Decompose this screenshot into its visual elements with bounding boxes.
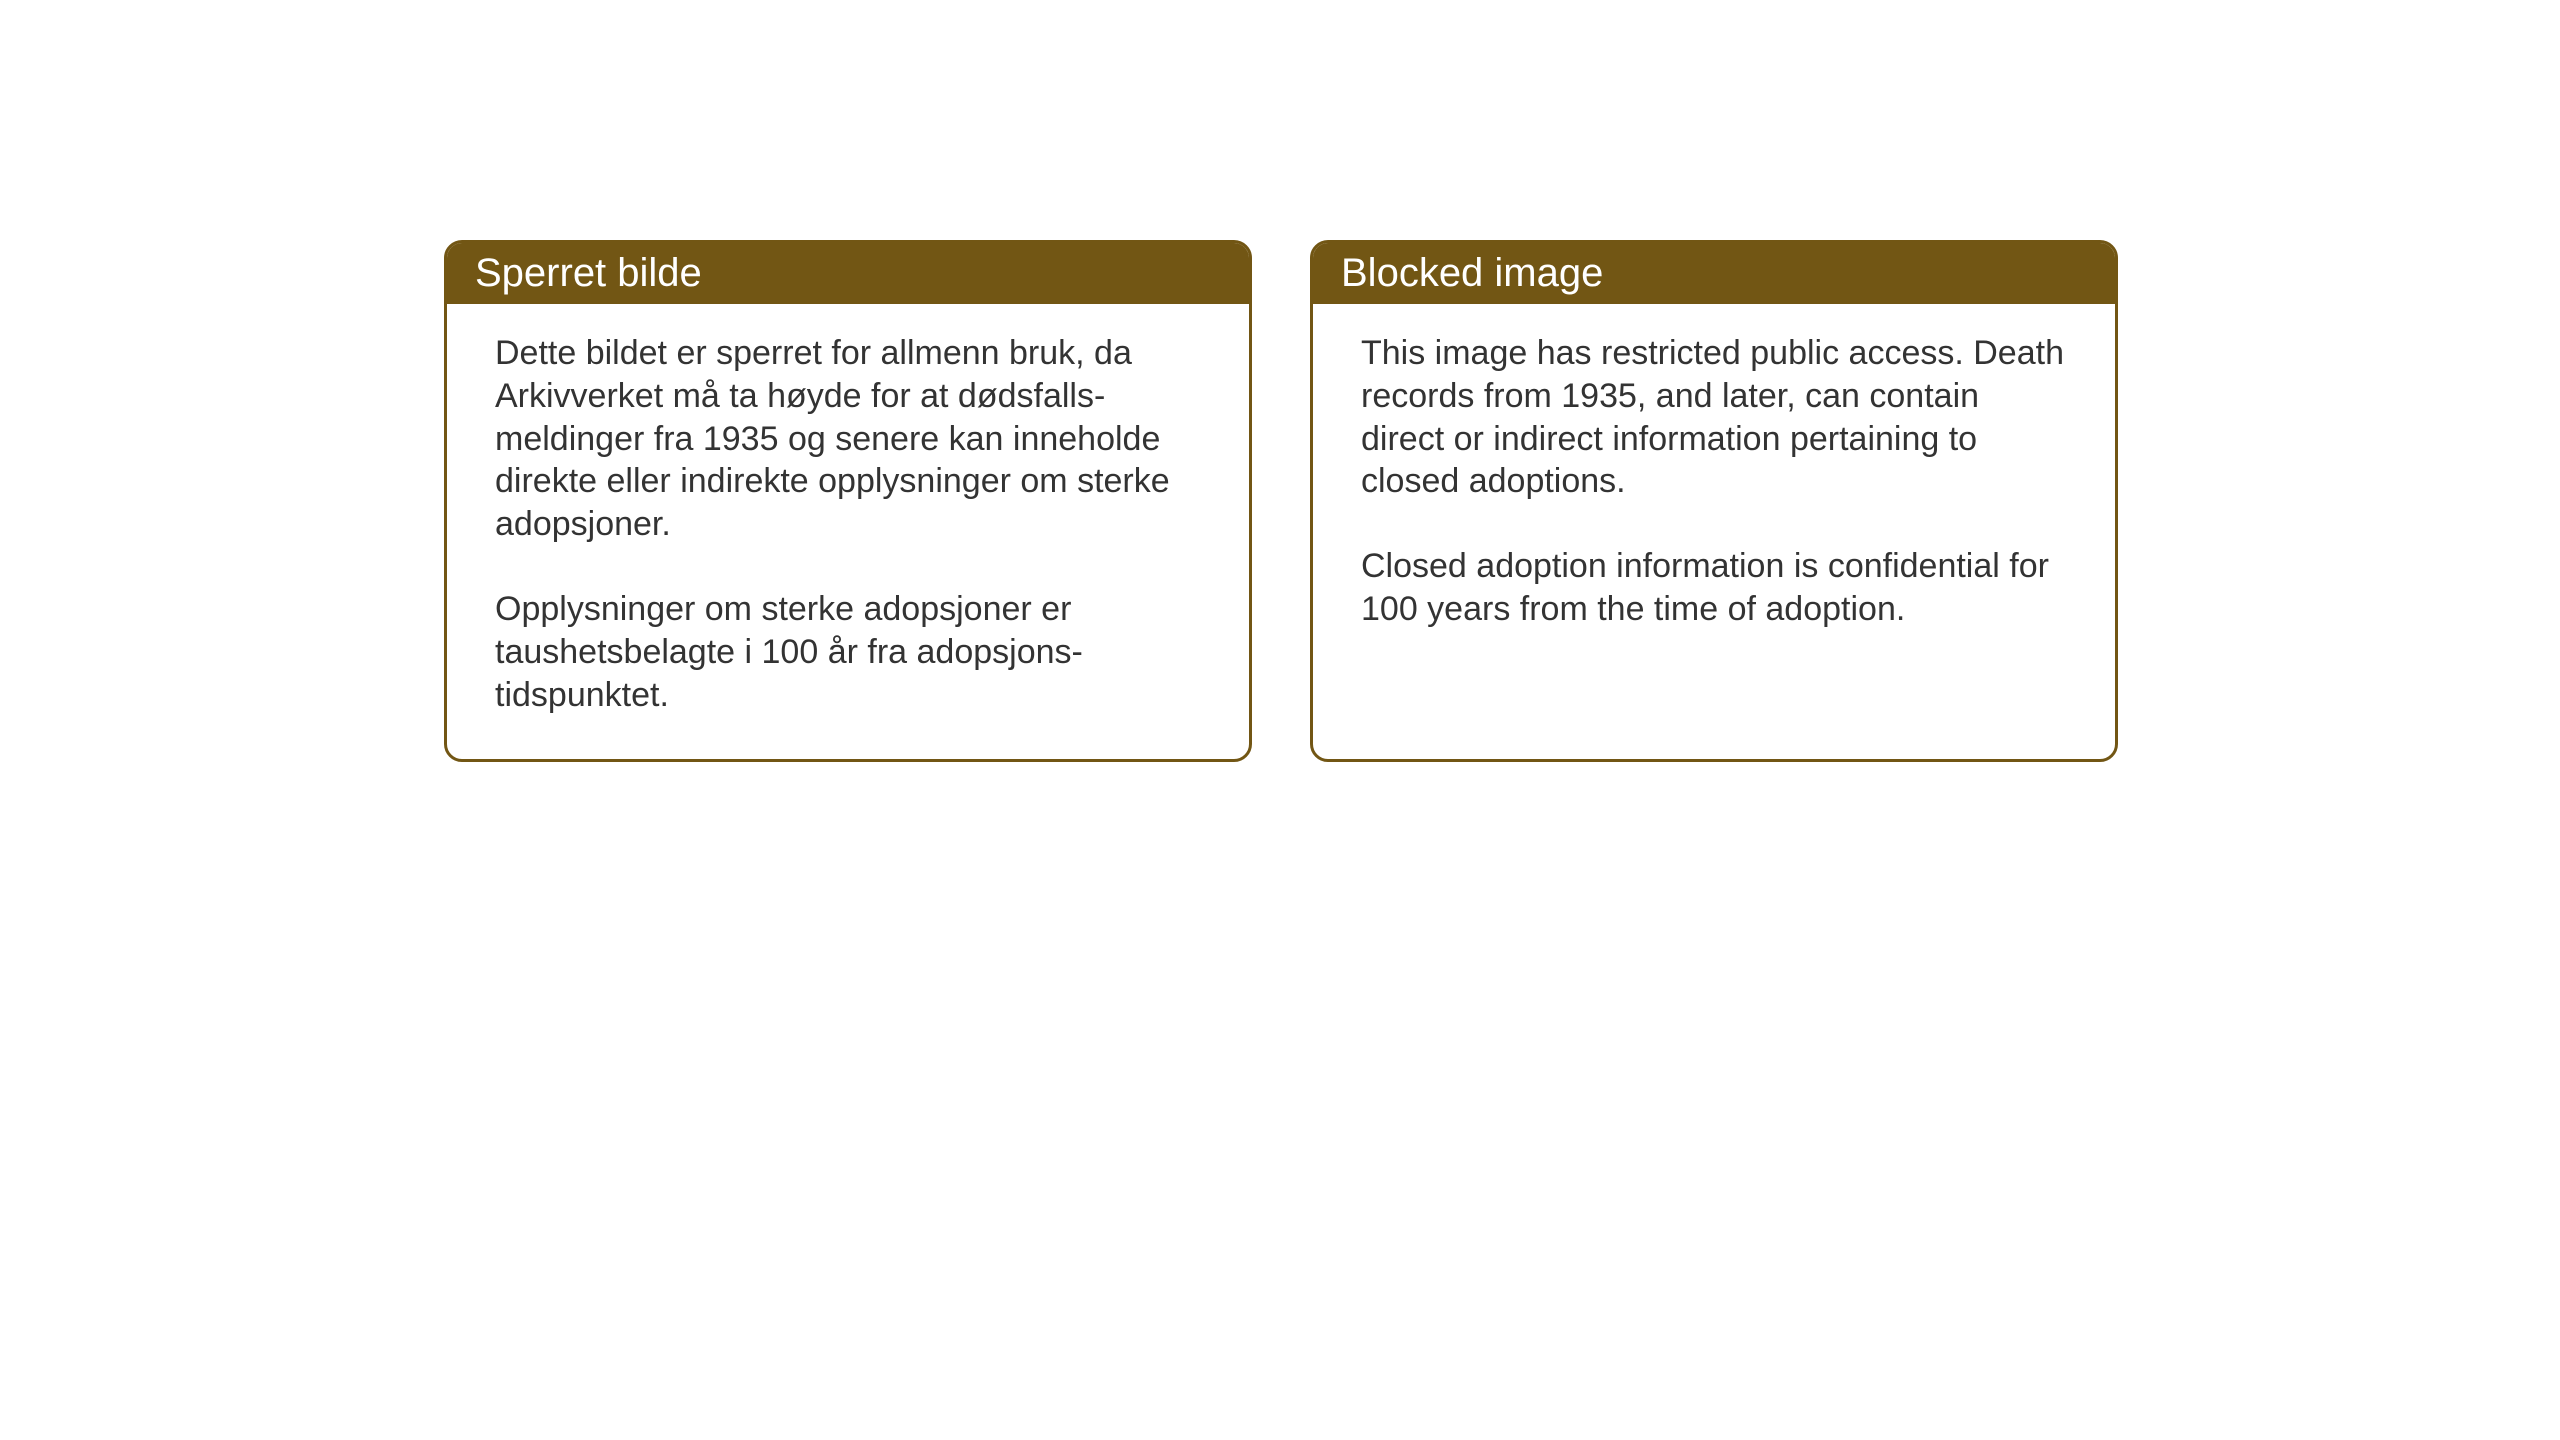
notice-card-norwegian: Sperret bilde Dette bildet er sperret fo… [444, 240, 1252, 762]
card-paragraph-2-english: Closed adoption information is confident… [1361, 545, 2067, 631]
notice-card-english: Blocked image This image has restricted … [1310, 240, 2118, 762]
card-paragraph-2-norwegian: Opplysninger om sterke adopsjoner er tau… [495, 588, 1201, 716]
notice-container: Sperret bilde Dette bildet er sperret fo… [444, 240, 2118, 762]
card-body-norwegian: Dette bildet er sperret for allmenn bruk… [447, 304, 1249, 759]
card-title-norwegian: Sperret bilde [475, 251, 702, 295]
card-paragraph-1-english: This image has restricted public access.… [1361, 332, 2067, 503]
card-title-english: Blocked image [1341, 251, 1603, 295]
card-header-norwegian: Sperret bilde [447, 243, 1249, 304]
card-paragraph-1-norwegian: Dette bildet er sperret for allmenn bruk… [495, 332, 1201, 546]
card-header-english: Blocked image [1313, 243, 2115, 304]
card-body-english: This image has restricted public access.… [1313, 304, 2115, 673]
